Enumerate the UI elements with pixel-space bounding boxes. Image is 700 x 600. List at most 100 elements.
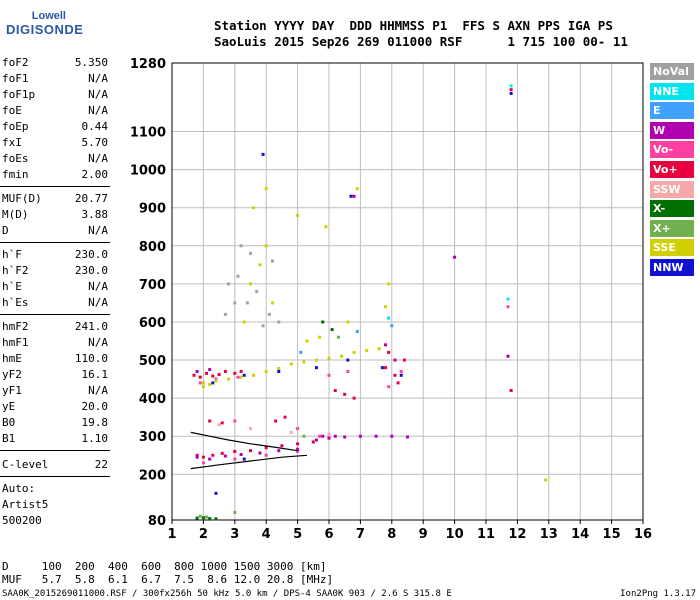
chart-data-points bbox=[192, 84, 548, 521]
logo-bottom-text: DIGISONDE bbox=[6, 22, 84, 37]
param-row-foE: foE N/A bbox=[2, 104, 108, 120]
data-point-vo bbox=[211, 374, 215, 378]
param-name: hmF2 bbox=[2, 320, 29, 333]
legend-item-noval: NoVal bbox=[650, 63, 694, 80]
data-point-vo bbox=[264, 453, 268, 457]
param-value: 3.88 bbox=[81, 208, 109, 221]
data-point-sse bbox=[352, 350, 356, 354]
param-value: N/A bbox=[88, 88, 108, 101]
data-point-sse bbox=[242, 320, 246, 324]
data-point-vo bbox=[296, 427, 300, 431]
data-point-ssw bbox=[327, 432, 331, 436]
data-point-vo bbox=[506, 305, 510, 309]
data-point-noval bbox=[223, 312, 227, 316]
param-name: foF1p bbox=[2, 88, 36, 101]
virtual-height-trace bbox=[190, 454, 308, 470]
data-point-x bbox=[330, 328, 334, 332]
data-point-noval bbox=[227, 282, 231, 286]
data-point-e bbox=[390, 324, 394, 328]
data-point-x bbox=[321, 320, 325, 324]
data-point-vo bbox=[509, 389, 513, 393]
chart-axes: 1 2 3 4 5 6 7 8 9 10 11 12 13 14 15 1680200300400500600… bbox=[130, 57, 652, 542]
legend-item-vo: Vo- bbox=[650, 141, 694, 159]
data-point-sse bbox=[264, 187, 268, 191]
data-point-sse bbox=[327, 356, 331, 360]
data-point-w bbox=[239, 452, 243, 456]
separator bbox=[0, 242, 110, 243]
data-point-w bbox=[208, 368, 212, 372]
param-name: foEs bbox=[2, 152, 29, 165]
x-tick-label: 15 bbox=[603, 527, 621, 542]
data-point-vo bbox=[393, 373, 397, 377]
param-row-yE: yE 20.0 bbox=[2, 400, 108, 416]
data-point-sse bbox=[346, 320, 350, 324]
param-name: MUF(D) bbox=[2, 192, 42, 205]
header-line-1: Station YYYY DAY DDD HHMMSS P1 FFS S AXN… bbox=[214, 18, 613, 33]
param-name: B1 bbox=[2, 432, 16, 445]
data-point-sse bbox=[277, 366, 281, 370]
y-tick-label: 1280 bbox=[130, 57, 166, 72]
param-name: h`E bbox=[2, 280, 22, 293]
data-point-vo bbox=[192, 373, 196, 377]
data-point-vo bbox=[280, 444, 284, 448]
data-point-w bbox=[333, 434, 337, 438]
data-point-nnw bbox=[349, 194, 353, 198]
x-tick-label: 4 bbox=[262, 527, 271, 542]
data-point-sse bbox=[302, 360, 306, 364]
param-row-d: D N/A bbox=[2, 224, 108, 240]
data-point-vo bbox=[239, 369, 243, 373]
data-point-e bbox=[299, 350, 303, 354]
param-value: 230.0 bbox=[74, 264, 108, 277]
data-point-vo bbox=[343, 392, 347, 396]
param-value: N/A bbox=[88, 224, 108, 237]
legend-item-vo: Vo+ bbox=[650, 161, 694, 178]
data-point-vo bbox=[327, 373, 331, 377]
x-tick-label: 10 bbox=[446, 527, 464, 542]
param-row-foF2: foF2 5.350 bbox=[2, 56, 108, 72]
data-point-x bbox=[198, 514, 202, 518]
data-point-vo bbox=[220, 451, 224, 455]
separator bbox=[0, 476, 110, 477]
legend-item-nnw: NNW bbox=[650, 259, 694, 276]
x-tick-label: 11 bbox=[477, 527, 495, 542]
data-point-w bbox=[352, 194, 356, 198]
data-point-sse bbox=[258, 263, 262, 267]
data-point-vo bbox=[220, 421, 224, 425]
param-row-yF2: yF2 16.1 bbox=[2, 368, 108, 384]
x-tick-label: 12 bbox=[508, 527, 526, 542]
x-tick-label: 7 bbox=[356, 527, 365, 542]
data-point-w bbox=[453, 255, 457, 259]
chart-grid bbox=[171, 62, 644, 521]
param-row-hF2: h`F2 230.0 bbox=[2, 264, 108, 280]
data-point-vo bbox=[236, 375, 240, 379]
data-point-ssw bbox=[217, 423, 221, 427]
data-point-vo bbox=[402, 358, 406, 362]
data-point-sse bbox=[214, 379, 218, 383]
data-point-sse bbox=[264, 369, 268, 373]
param-value: 16.1 bbox=[81, 368, 109, 381]
data-point-x bbox=[205, 515, 209, 519]
param-row-hF: h`F 230.0 bbox=[2, 248, 108, 264]
data-point-noval bbox=[267, 312, 271, 316]
data-point-nne bbox=[509, 84, 513, 88]
data-point-vo bbox=[346, 369, 350, 373]
distance-row: D 100 200 400 600 800 1000 1500 3000 [km… bbox=[2, 560, 327, 573]
footer-version: Ion2Png 1.3.17 bbox=[620, 589, 696, 599]
param-name: foE bbox=[2, 104, 22, 117]
parameter-panel: foF2 5.350 foF1 N/A foF1p N/A foE N/A fo… bbox=[0, 56, 112, 536]
data-point-sse bbox=[314, 358, 318, 362]
param-name: hmE bbox=[2, 352, 22, 365]
param-value: 0.44 bbox=[81, 120, 109, 133]
data-point-sse bbox=[387, 282, 391, 286]
data-point-vo bbox=[311, 440, 315, 444]
data-point-noval bbox=[249, 251, 252, 255]
data-point-sse bbox=[296, 213, 300, 217]
param-value: 20.0 bbox=[81, 400, 109, 413]
data-point-vo bbox=[211, 453, 215, 457]
legend-item-x: X- bbox=[650, 200, 694, 218]
data-point-vo bbox=[214, 377, 218, 381]
data-point-vo bbox=[198, 381, 202, 385]
footer-file-info: SAA0K_2015269011000.RSF / 300fx256h 50 k… bbox=[2, 589, 452, 599]
data-point-vo bbox=[384, 366, 388, 370]
data-point-vo bbox=[205, 371, 209, 375]
